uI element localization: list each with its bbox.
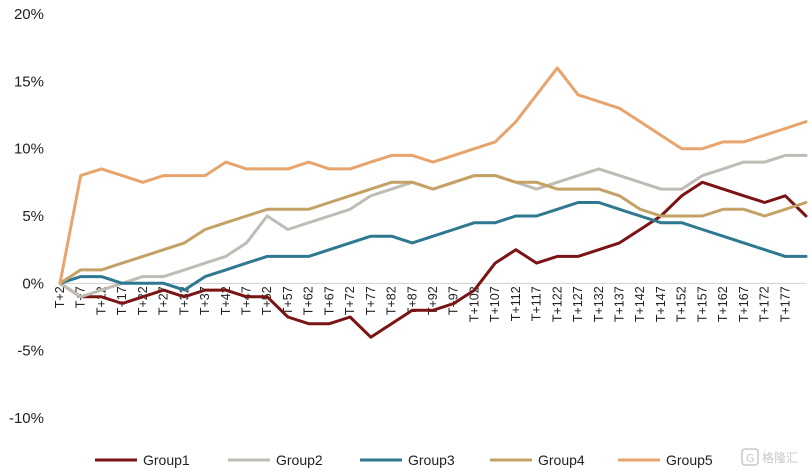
x-tick-label: T+112	[509, 286, 523, 321]
series-lines	[58, 66, 808, 339]
y-axis-tick-labels: 20% 15% 10% 5% 0% -5% -10%	[9, 6, 44, 427]
x-tick-label: T+67	[322, 286, 336, 315]
legend: Group1 Group2 Group3 Group4 Group5	[95, 452, 713, 468]
x-tick-label: T+177	[778, 286, 792, 322]
y-tick-label: 15%	[14, 73, 44, 90]
x-tick-label: T+47	[240, 286, 254, 315]
x-tick-label: T+22	[136, 286, 150, 315]
y-tick-label: -10%	[9, 410, 44, 427]
x-tick-label: T+167	[737, 286, 751, 322]
x-tick-label: T+57	[281, 286, 295, 315]
x-tick-label: T+62	[302, 286, 316, 315]
x-tick-label: T+27	[157, 286, 171, 315]
series-line-group3	[58, 201, 808, 292]
series-line-group5	[58, 66, 808, 285]
y-tick-label: 0%	[22, 275, 44, 292]
legend-label-group2: Group2	[276, 452, 323, 468]
y-tick-label: 20%	[14, 6, 44, 23]
x-tick-label: T+102	[467, 286, 481, 322]
x-tick-label: T+52	[260, 286, 274, 315]
x-tick-label: T+77	[364, 286, 378, 315]
legend-label-group3: Group3	[408, 452, 455, 468]
x-tick-label: T+117	[530, 286, 544, 321]
legend-label-group5: Group5	[666, 452, 713, 468]
x-tick-label: T+17	[115, 286, 129, 315]
x-tick-label: T+2	[53, 286, 67, 308]
legend-label-group1: Group1	[143, 452, 190, 468]
x-tick-label: T+132	[592, 286, 606, 322]
x-tick-label: T+142	[633, 286, 647, 322]
y-tick-label: 10%	[14, 141, 44, 158]
series-line-group4	[58, 174, 808, 285]
x-tick-label: T+147	[654, 286, 668, 322]
x-tick-label: T+97	[447, 286, 461, 315]
x-tick-label: T+72	[343, 286, 357, 315]
x-tick-label: T+37	[198, 286, 212, 315]
x-tick-label: T+87	[405, 286, 419, 315]
x-tick-label: T+127	[571, 286, 585, 322]
watermark: G 格隆汇	[741, 448, 798, 466]
legend-label-group4: Group4	[538, 452, 585, 468]
y-tick-label: 5%	[22, 208, 44, 225]
x-tick-label: T+137	[613, 286, 627, 322]
x-tick-label: T+82	[385, 286, 399, 315]
x-axis-tick-labels: T+2 T+7 T+12 T+17 T+22 T+27 T+32 T+37 T+42 T+47 T+…	[53, 286, 792, 322]
x-tick-label: T+122	[550, 286, 564, 322]
y-tick-label: -5%	[17, 343, 44, 360]
x-tick-label: T+152	[675, 286, 689, 322]
x-tick-label: T+107	[488, 286, 502, 322]
gelonghui-logo-glyph: G	[746, 452, 755, 465]
series-line-group1	[58, 180, 808, 339]
watermark-text: 格隆汇	[762, 450, 798, 465]
x-tick-label: T+162	[716, 286, 730, 322]
x-tick-label: T+32	[177, 286, 191, 315]
x-tick-label: T+157	[695, 286, 709, 322]
x-tick-label: T+172	[758, 286, 772, 322]
x-tick-label: T+42	[219, 286, 233, 315]
gelonghui-logo-icon	[741, 448, 759, 466]
x-tick-label: T+12	[94, 286, 108, 315]
